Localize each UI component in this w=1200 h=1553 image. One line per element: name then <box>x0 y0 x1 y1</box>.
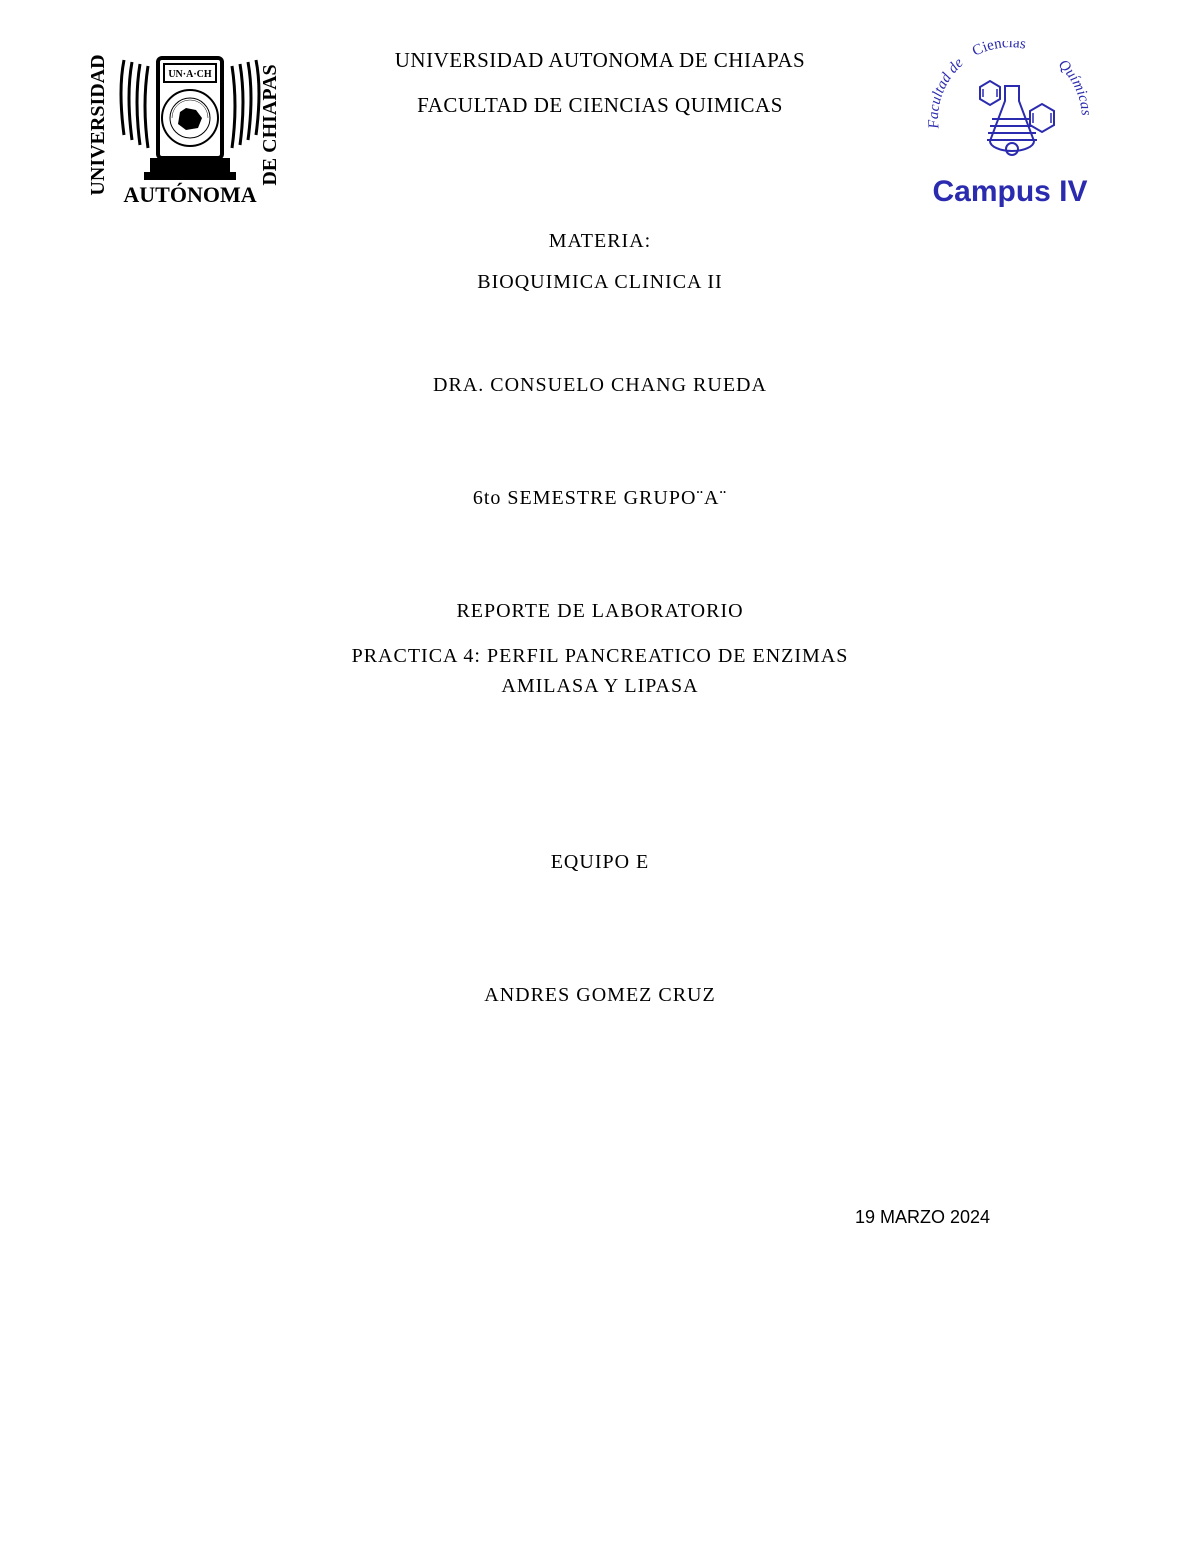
unach-crest-icon: UNIVERSIDAD DE CHIAPAS UN·A·CH <box>90 40 290 210</box>
campus-logo: Facultad de Ciencias Químicas <box>910 40 1110 210</box>
professor-block: DRA. CONSUELO CHANG RUEDA <box>90 374 1110 397</box>
svg-text:Químicas: Químicas <box>1055 57 1094 117</box>
svg-text:UNIVERSIDAD: UNIVERSIDAD <box>90 54 109 195</box>
author-block: ANDRES GOMEZ CRUZ <box>90 984 1110 1007</box>
report-label: REPORTE DE LABORATORIO <box>90 600 1110 623</box>
svg-text:Ciencias: Ciencias <box>970 41 1027 60</box>
report-block: REPORTE DE LABORATORIO PRACTICA 4: PERFI… <box>90 600 1110 701</box>
semester-value: 6to SEMESTRE GRUPO¨A¨ <box>90 487 1110 510</box>
author-name: ANDRES GOMEZ CRUZ <box>90 984 1110 1007</box>
university-name: UNIVERSIDAD AUTONOMA DE CHIAPAS <box>290 48 910 73</box>
chemistry-faculty-icon: Facultad de Ciencias Químicas <box>920 41 1100 171</box>
materia-label: MATERIA: <box>90 230 1110 253</box>
practica-line1: PRACTICA 4: PERFIL PANCREATICO DE ENZIMA… <box>90 641 1110 671</box>
document-body: MATERIA: BIOQUIMICA CLINICA II DRA. CONS… <box>90 230 1110 1228</box>
professor-name: DRA. CONSUELO CHANG RUEDA <box>90 374 1110 397</box>
practica-line2: AMILASA Y LIPASA <box>90 671 1110 701</box>
svg-text:DE CHIAPAS: DE CHIAPAS <box>259 64 281 185</box>
header-row: UNIVERSIDAD DE CHIAPAS UN·A·CH <box>90 40 1110 210</box>
faculty-name: FACULTAD DE CIENCIAS QUIMICAS <box>290 93 910 118</box>
team-value: EQUIPO E <box>90 851 1110 874</box>
materia-block: MATERIA: BIOQUIMICA CLINICA II <box>90 230 1110 294</box>
header-center: UNIVERSIDAD AUTONOMA DE CHIAPAS FACULTAD… <box>290 40 910 138</box>
date-row: 19 MARZO 2024 <box>90 1207 1110 1228</box>
svg-text:AUTÓNOMA: AUTÓNOMA <box>123 182 256 207</box>
team-block: EQUIPO E <box>90 851 1110 874</box>
svg-text:Facultad de: Facultad de <box>926 55 967 131</box>
date-value: 19 MARZO 2024 <box>855 1207 990 1227</box>
unach-logo: UNIVERSIDAD DE CHIAPAS UN·A·CH <box>90 40 290 210</box>
semester-block: 6to SEMESTRE GRUPO¨A¨ <box>90 487 1110 510</box>
materia-value: BIOQUIMICA CLINICA II <box>90 271 1110 294</box>
campus-label: Campus IV <box>932 175 1087 209</box>
svg-text:UN·A·CH: UN·A·CH <box>168 69 212 80</box>
